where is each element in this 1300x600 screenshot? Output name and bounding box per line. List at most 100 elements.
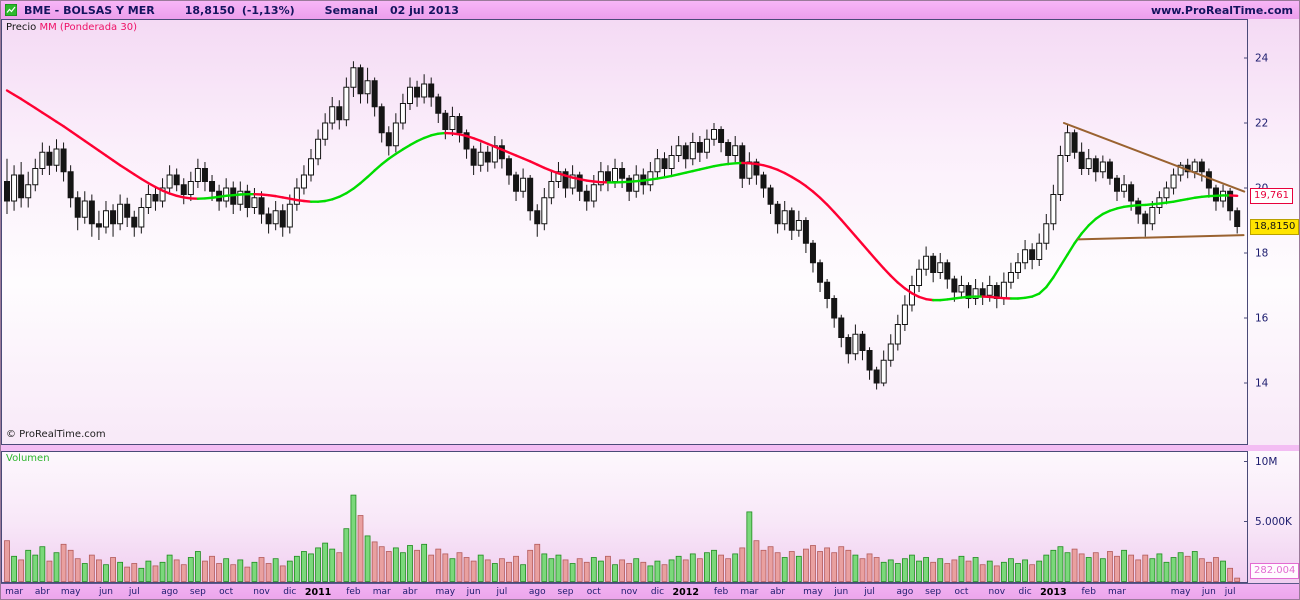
- candle: [1142, 213, 1149, 225]
- candle: [350, 67, 357, 88]
- volume-bar: [279, 565, 286, 582]
- volume-bar: [739, 547, 746, 582]
- candle: [590, 184, 597, 202]
- candle: [237, 190, 244, 205]
- candle: [612, 168, 619, 182]
- candle: [1177, 164, 1184, 176]
- month-label: jul: [1224, 587, 1236, 597]
- volume-bars: [4, 494, 1241, 582]
- month-label: jun: [834, 587, 849, 597]
- candle: [873, 369, 880, 384]
- candle: [173, 174, 180, 186]
- candle: [930, 255, 937, 273]
- candle: [88, 200, 95, 225]
- volume-bar: [449, 558, 456, 582]
- volume-bar: [173, 559, 180, 582]
- volume-bar: [824, 547, 831, 582]
- volume-bar: [576, 558, 583, 582]
- candle: [110, 210, 117, 225]
- candle: [1227, 190, 1234, 212]
- candle: [456, 116, 463, 134]
- candle: [244, 190, 251, 208]
- volume-bar: [711, 549, 717, 582]
- volume-bar: [477, 554, 484, 582]
- volume-bar: [534, 543, 541, 582]
- volume-bar: [110, 557, 116, 582]
- candle: [725, 142, 732, 156]
- trendline[interactable]: [1062, 122, 1246, 193]
- candle: [760, 174, 767, 189]
- volume-bar: [852, 554, 859, 582]
- volume-bar: [675, 555, 682, 582]
- volume-bar: [407, 545, 413, 582]
- month-label: abr: [770, 587, 786, 597]
- volume-bar: [322, 542, 329, 582]
- candle: [746, 161, 753, 179]
- candle: [470, 148, 477, 166]
- volume-bar: [103, 564, 109, 582]
- volumen-label[interactable]: Volumen: [6, 453, 50, 464]
- candle: [286, 203, 293, 228]
- volume-bar: [81, 563, 88, 582]
- volume-plot-border: [1, 451, 1248, 583]
- candle: [562, 171, 569, 189]
- candle: [1113, 177, 1120, 192]
- volume-bar: [520, 564, 527, 582]
- trendline[interactable]: [1077, 234, 1245, 241]
- volume-bar: [1163, 561, 1170, 582]
- volume-bar: [640, 561, 647, 582]
- candle: [1022, 249, 1029, 264]
- volume-bar: [788, 551, 795, 582]
- candle: [923, 255, 930, 270]
- volume-bar: [39, 546, 46, 582]
- volume-bar: [1000, 561, 1007, 582]
- volume-bar: [428, 554, 435, 582]
- volume-bar: [216, 563, 223, 582]
- candle: [633, 174, 640, 192]
- volume-bar: [1099, 558, 1106, 582]
- time-axis[interactable]: mar abr may jun jul ago sep oct nov dic 2011 feb mar…: [1, 583, 1299, 599]
- candle: [569, 174, 576, 189]
- candle: [117, 203, 124, 225]
- volume-bar: [1057, 546, 1064, 582]
- candle: [300, 174, 307, 189]
- volume-bar: [619, 559, 625, 582]
- volume-bar: [1114, 555, 1120, 582]
- mm-ponderada-label[interactable]: MM (Ponderada 30): [39, 22, 137, 33]
- candle: [449, 116, 456, 130]
- chart-header: BME - BOLSAS Y MER 18,8150 (-1,13%) Sema…: [1, 1, 1299, 19]
- month-label: jun: [1201, 587, 1216, 597]
- candle: [442, 112, 449, 130]
- month-label: jun: [466, 587, 481, 597]
- candle: [152, 194, 159, 202]
- volume-bar: [965, 560, 972, 582]
- candle: [25, 184, 32, 199]
- candle: [1170, 174, 1177, 189]
- candle: [1007, 272, 1014, 283]
- candle: [654, 158, 661, 173]
- candle: [597, 171, 604, 186]
- candle: [520, 177, 527, 192]
- volume-bar: [315, 547, 321, 582]
- panel-resize-handle[interactable]: [1, 445, 1299, 451]
- volume-bar: [923, 557, 929, 582]
- volume-bar: [951, 559, 958, 582]
- candle: [428, 83, 435, 98]
- volume-chart-canvas[interactable]: 10M 5.000K: [1, 451, 1300, 583]
- volume-bar: [456, 552, 463, 582]
- candle: [1078, 151, 1085, 169]
- volume-bar: [88, 554, 95, 582]
- volume-bar: [1128, 554, 1135, 582]
- website-link[interactable]: www.ProRealTime.com: [1150, 3, 1293, 17]
- candle: [484, 151, 491, 163]
- price-tick-label: 22: [1255, 118, 1268, 130]
- price-tick-label: 16: [1255, 313, 1269, 325]
- volume-bar: [350, 494, 357, 582]
- candle: [972, 288, 979, 299]
- candle: [336, 106, 343, 121]
- month-label: ago: [161, 587, 178, 597]
- candle: [1163, 187, 1170, 199]
- prorealtime-logo-icon[interactable]: [4, 3, 18, 17]
- price-chart-canvas[interactable]: 242220181614: [1, 19, 1300, 445]
- volume-bar: [555, 554, 562, 582]
